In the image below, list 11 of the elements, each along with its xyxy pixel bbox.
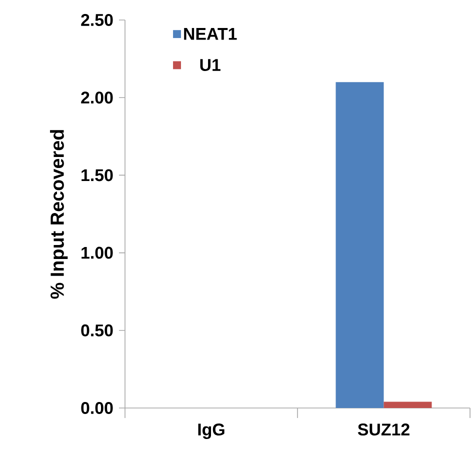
y-axis-title: % Input Recovered [50, 130, 68, 299]
y-tick-label: 1.50 [82, 169, 113, 182]
y-tick-label: 0.50 [81, 324, 113, 336]
y-tick-label: 1.00 [82, 246, 113, 259]
y-tick-label: 2.00 [81, 92, 113, 104]
y-tick-label: 2.50 [81, 14, 113, 26]
x-tick-label: SUZ12 [358, 424, 410, 436]
y-tick-label: 0.00 [81, 402, 113, 414]
legend-label: NEAT1 [184, 28, 237, 40]
x-tick-label: IgG [198, 424, 224, 439]
legend-label: U1 [200, 59, 220, 72]
